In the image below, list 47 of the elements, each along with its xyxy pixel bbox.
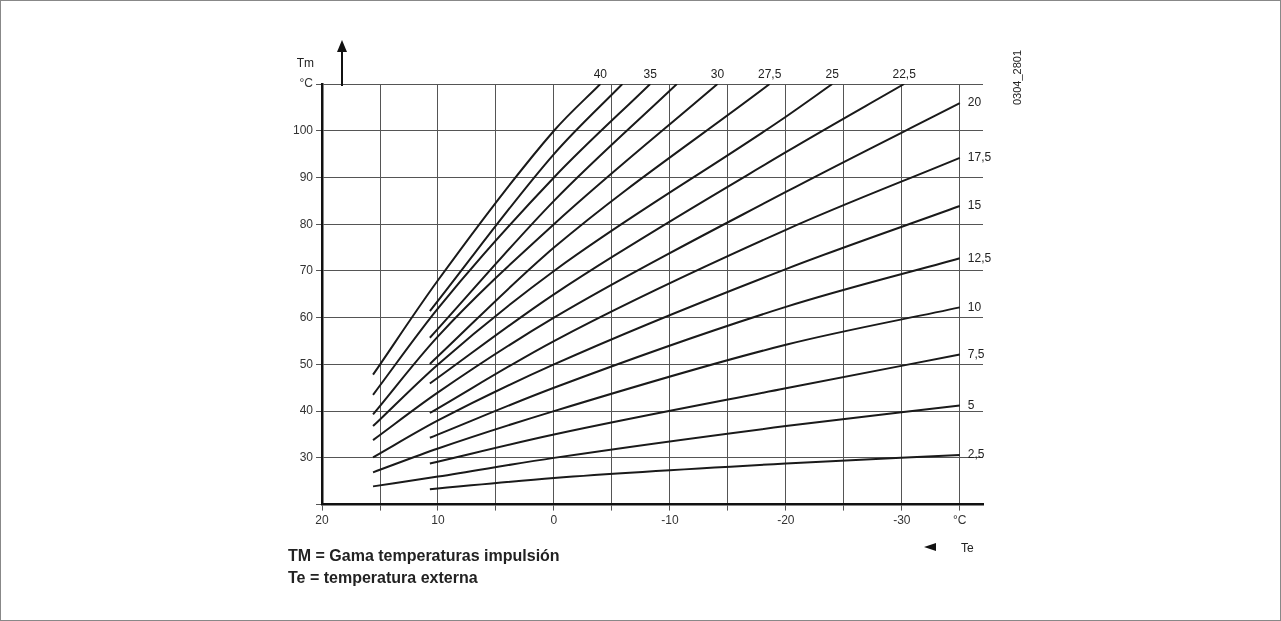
series-label: 17,5 — [967, 150, 992, 165]
series-label: 35 — [643, 67, 658, 82]
line-series — [372, 306, 961, 474]
line-series — [428, 454, 961, 491]
line-series — [428, 156, 961, 414]
y-tick-label: 90 — [299, 169, 314, 184]
line-series — [372, 204, 961, 459]
text: Te = temperatura externa — [288, 569, 478, 587]
y-tick-label: 50 — [299, 356, 314, 371]
x-tick-label: 0 — [550, 513, 558, 528]
x-tick-label: 20 — [315, 513, 330, 528]
y-tick-label: 40 — [299, 403, 314, 418]
line-series — [372, 84, 719, 416]
y-tick-label: °C — [299, 76, 314, 91]
text: TM = Gama temperaturas impulsión — [288, 547, 560, 565]
series-label: 20 — [967, 95, 982, 110]
y-tick-label: 80 — [299, 216, 314, 231]
line-series — [428, 84, 906, 385]
series-label: 12,5 — [967, 250, 992, 265]
x-tick-label: -30 — [893, 513, 911, 528]
series-label: 25 — [825, 67, 840, 82]
x-axis-title: Te — [961, 541, 974, 556]
y-tick-label: 30 — [299, 450, 314, 465]
text: 0304_2801 — [1011, 50, 1024, 106]
y-tick-label: 60 — [299, 309, 314, 324]
y-axis-title: Tm — [296, 56, 315, 71]
line-series — [372, 84, 652, 396]
y-tick-label: 100 — [292, 123, 314, 138]
series-label: 7,5 — [967, 346, 985, 361]
series-label: 30 — [710, 67, 725, 82]
series-label: 27,5 — [757, 67, 782, 82]
series-label: 10 — [967, 299, 982, 314]
x-tick-label: -20 — [777, 513, 795, 528]
line-series — [372, 404, 961, 488]
line-series — [372, 84, 834, 428]
series-label: 22,5 — [892, 67, 917, 82]
x-tick-label: °C — [953, 513, 967, 528]
x-tick-label: 10 — [431, 513, 445, 528]
series-label: 5 — [967, 397, 975, 412]
y-tick-label: 70 — [299, 263, 314, 278]
line-series — [428, 353, 961, 465]
series-label: 40 — [593, 67, 608, 82]
series-label: 15 — [967, 198, 982, 213]
line-series — [372, 102, 961, 442]
line-series — [372, 84, 602, 376]
line-series — [428, 257, 961, 439]
x-tick-label: -10 — [661, 513, 679, 528]
